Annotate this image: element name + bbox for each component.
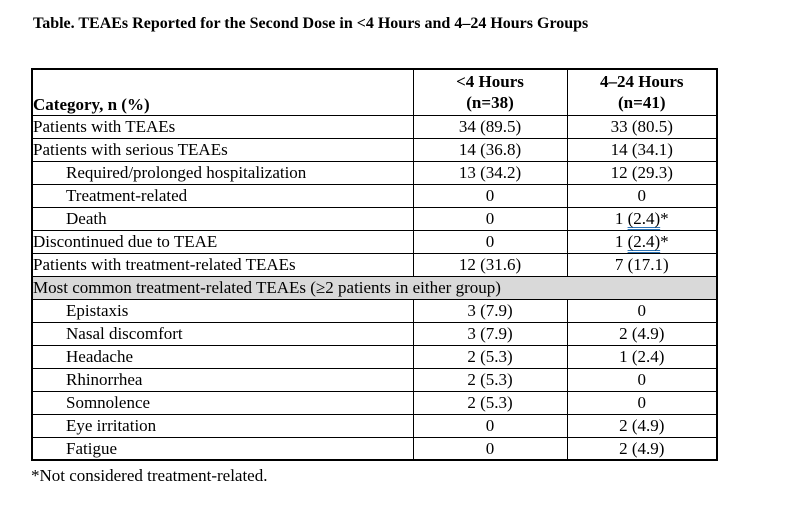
teae-table: Category, n (%) <4 Hours (n=38) 4–24 Hou… <box>31 68 718 461</box>
header-category: Category, n (%) <box>31 68 414 116</box>
table-row: Somnolence 2 (5.3) 0 <box>31 390 718 415</box>
value-cell: 1 (2.4)* <box>566 206 718 231</box>
value-cell: 0 <box>412 436 568 461</box>
header-row: Category, n (%) <4 Hours (n=38) 4–24 Hou… <box>31 68 718 116</box>
category-cell: Treatment-related <box>31 183 414 208</box>
category-cell: Epistaxis <box>31 298 414 323</box>
value-cell: 34 (89.5) <box>412 114 568 139</box>
table-row: Treatment-related 0 0 <box>31 183 718 208</box>
table-title: Table. TEAEs Reported for the Second Dos… <box>33 15 589 32</box>
header-group-4to24h-n: (n=41) <box>618 93 666 113</box>
value-cell: 2 (5.3) <box>412 390 568 415</box>
value-cell: 2 (4.9) <box>566 321 718 346</box>
table-header: Category, n (%) <4 Hours (n=38) 4–24 Hou… <box>31 68 718 116</box>
category-cell: Patients with TEAEs <box>31 114 414 139</box>
header-group-lt4h: <4 Hours (n=38) <box>412 68 568 116</box>
value-cell: 0 <box>412 206 568 231</box>
table-row: Patients with treatment-related TEAEs 12 … <box>31 252 718 277</box>
table-row: Patients with serious TEAEs 14 (36.8) 14 (… <box>31 137 718 162</box>
value-cell: 2 (5.3) <box>412 367 568 392</box>
table-row: Fatigue 0 2 (4.9) <box>31 436 718 461</box>
value-cell: 0 <box>566 183 718 208</box>
table-row: Patients with TEAEs 34 (89.5) 33 (80.5) <box>31 114 718 139</box>
section-row: Most common treatment-related TEAEs (≥2 … <box>31 275 718 300</box>
category-cell: Patients with serious TEAEs <box>31 137 414 162</box>
value-cell: 7 (17.1) <box>566 252 718 277</box>
value-cell: 0 <box>412 413 568 438</box>
table-row: Discontinued due to TEAE 0 1 (2.4)* <box>31 229 718 254</box>
value-cell: 12 (29.3) <box>566 160 718 185</box>
footnote: *Not considered treatment-related. <box>31 466 268 485</box>
category-cell: Somnolence <box>31 390 414 415</box>
value-cell: 0 <box>412 183 568 208</box>
value-cell: 12 (31.6) <box>412 252 568 277</box>
value-cell: 0 <box>566 390 718 415</box>
category-cell: Required/prolonged hospitalization <box>31 160 414 185</box>
value-cell: 14 (34.1) <box>566 137 718 162</box>
category-cell: Discontinued due to TEAE <box>31 229 414 254</box>
value-cell: 2 (5.3) <box>412 344 568 369</box>
table-row: Required/prolonged hospitalization 13 (34… <box>31 160 718 185</box>
value-cell: 3 (7.9) <box>412 321 568 346</box>
category-cell: Fatigue <box>31 436 414 461</box>
value-cell: 2 (4.9) <box>566 413 718 438</box>
grammar-underline-text: (2.4) <box>627 209 661 228</box>
value-cell: 2 (4.9) <box>566 436 718 461</box>
value-cell: 13 (34.2) <box>412 160 568 185</box>
value-cell: 1 (2.4)* <box>566 229 718 254</box>
table-row: Eye irritation 0 2 (4.9) <box>31 413 718 438</box>
value-cell: 0 <box>566 367 718 392</box>
table-row: Rhinorrhea 2 (5.3) 0 <box>31 367 718 392</box>
table-row: Death 0 1 (2.4)* <box>31 206 718 231</box>
header-group-4to24h-label: 4–24 Hours <box>599 72 684 92</box>
table-row: Headache 2 (5.3) 1 (2.4) <box>31 344 718 369</box>
table-row: Epistaxis 3 (7.9) 0 <box>31 298 718 323</box>
category-cell: Death <box>31 206 414 231</box>
grammar-underline-text: (2.4) <box>627 232 661 251</box>
value-cell: 3 (7.9) <box>412 298 568 323</box>
value-cell: 0 <box>566 298 718 323</box>
value-cell: 0 <box>412 229 568 254</box>
table-row: Nasal discomfort 3 (7.9) 2 (4.9) <box>31 321 718 346</box>
category-cell: Headache <box>31 344 414 369</box>
value-cell: 14 (36.8) <box>412 137 568 162</box>
category-cell: Patients with treatment-related TEAEs <box>31 252 414 277</box>
header-group-lt4h-n: (n=38) <box>466 93 514 113</box>
table-body: Patients with TEAEs 34 (89.5) 33 (80.5) Pat… <box>31 114 718 461</box>
category-cell: Rhinorrhea <box>31 367 414 392</box>
category-cell: Nasal discomfort <box>31 321 414 346</box>
header-group-lt4h-label: <4 Hours <box>456 72 524 92</box>
section-label: Most common treatment-related TEAEs (≥2 … <box>31 275 718 300</box>
category-cell: Eye irritation <box>31 413 414 438</box>
header-group-4to24h: 4–24 Hours (n=41) <box>566 68 718 116</box>
value-cell: 33 (80.5) <box>566 114 718 139</box>
value-cell: 1 (2.4) <box>566 344 718 369</box>
